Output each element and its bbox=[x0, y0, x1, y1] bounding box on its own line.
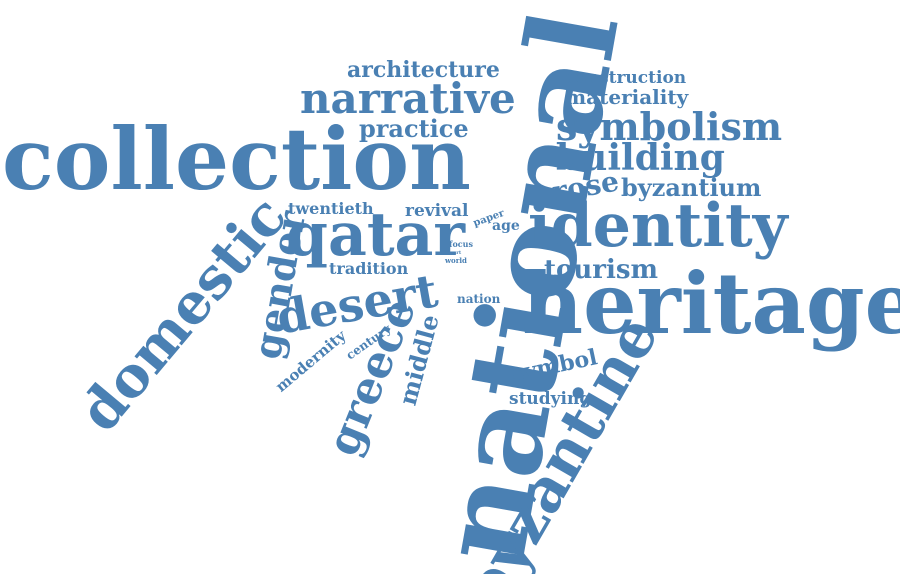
word-heritage: heritage bbox=[522, 254, 900, 353]
word-byzantium: byzantium bbox=[621, 173, 762, 202]
word-practice: practice bbox=[359, 114, 469, 143]
word-tourism: tourism bbox=[544, 255, 658, 285]
word-studying: studying bbox=[509, 389, 592, 409]
word-narrative: narrative bbox=[300, 74, 516, 123]
word-art: art bbox=[453, 250, 462, 256]
word-qatar: qatar bbox=[286, 200, 466, 270]
word-revival: revival bbox=[405, 201, 469, 221]
word-collection: collection bbox=[2, 110, 471, 210]
word-focus: focus bbox=[449, 239, 473, 249]
word-tradition: tradition bbox=[329, 259, 409, 278]
word-architecture: architecture bbox=[347, 57, 500, 83]
word-materiality: materiality bbox=[565, 85, 689, 109]
word-symbolism: symbolism bbox=[556, 104, 783, 149]
word-construction: construction bbox=[565, 68, 687, 88]
word-building: building bbox=[556, 137, 725, 179]
word-twentieth: twentieth bbox=[288, 199, 374, 218]
word-world: world bbox=[445, 256, 467, 265]
word-age: age bbox=[492, 218, 520, 234]
word-identity: identity bbox=[528, 191, 788, 261]
word-nation: nation bbox=[457, 292, 501, 306]
